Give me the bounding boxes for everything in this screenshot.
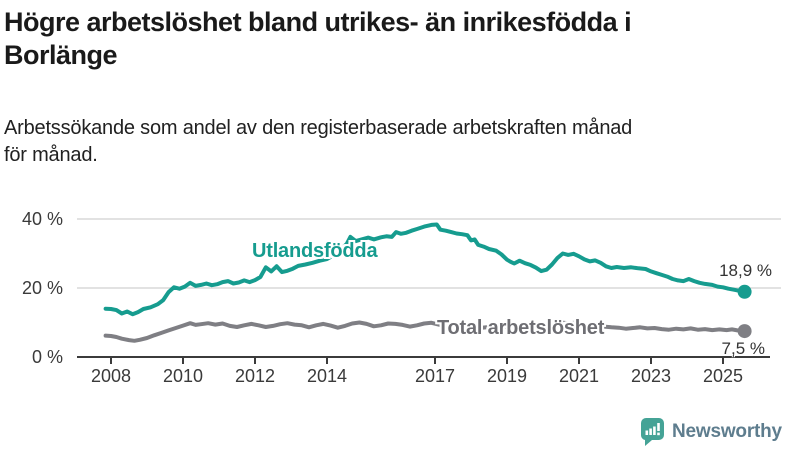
chart-subtitle: Arbetssökande som andel av den registerb…	[4, 115, 796, 169]
newsworthy-bubble-chart-icon	[641, 417, 664, 446]
series-end-dot-total	[737, 324, 752, 339]
end-value-label-total: 7,5 %	[721, 339, 765, 358]
series-line-total	[103, 320, 747, 343]
page-title: Högre arbetslöshet bland utrikes- än inr…	[4, 6, 796, 72]
series-label-utlandsfodda: Utlandsfödda	[252, 240, 378, 262]
end-value-label-utlandsfodda: 18,9 %	[719, 261, 772, 280]
page-title-line-2: Borlänge	[4, 40, 118, 70]
newsworthy-wordmark: Newsworthy	[672, 420, 782, 442]
series-end-dot-utlandsfodda	[737, 284, 752, 299]
page-title-line-1: Högre arbetslöshet bland utrikes- än inr…	[4, 7, 632, 37]
newsworthy-logo[interactable]: Newsworthy	[641, 417, 782, 446]
series-label-total-arbetsloshet: Total arbetslöshet	[437, 317, 605, 339]
series-line-utlandsfodda	[103, 222, 747, 317]
chart-subtitle-line-1: Arbetssökande som andel av den registerb…	[4, 117, 633, 139]
chart-subtitle-line-2: för månad.	[4, 144, 98, 166]
